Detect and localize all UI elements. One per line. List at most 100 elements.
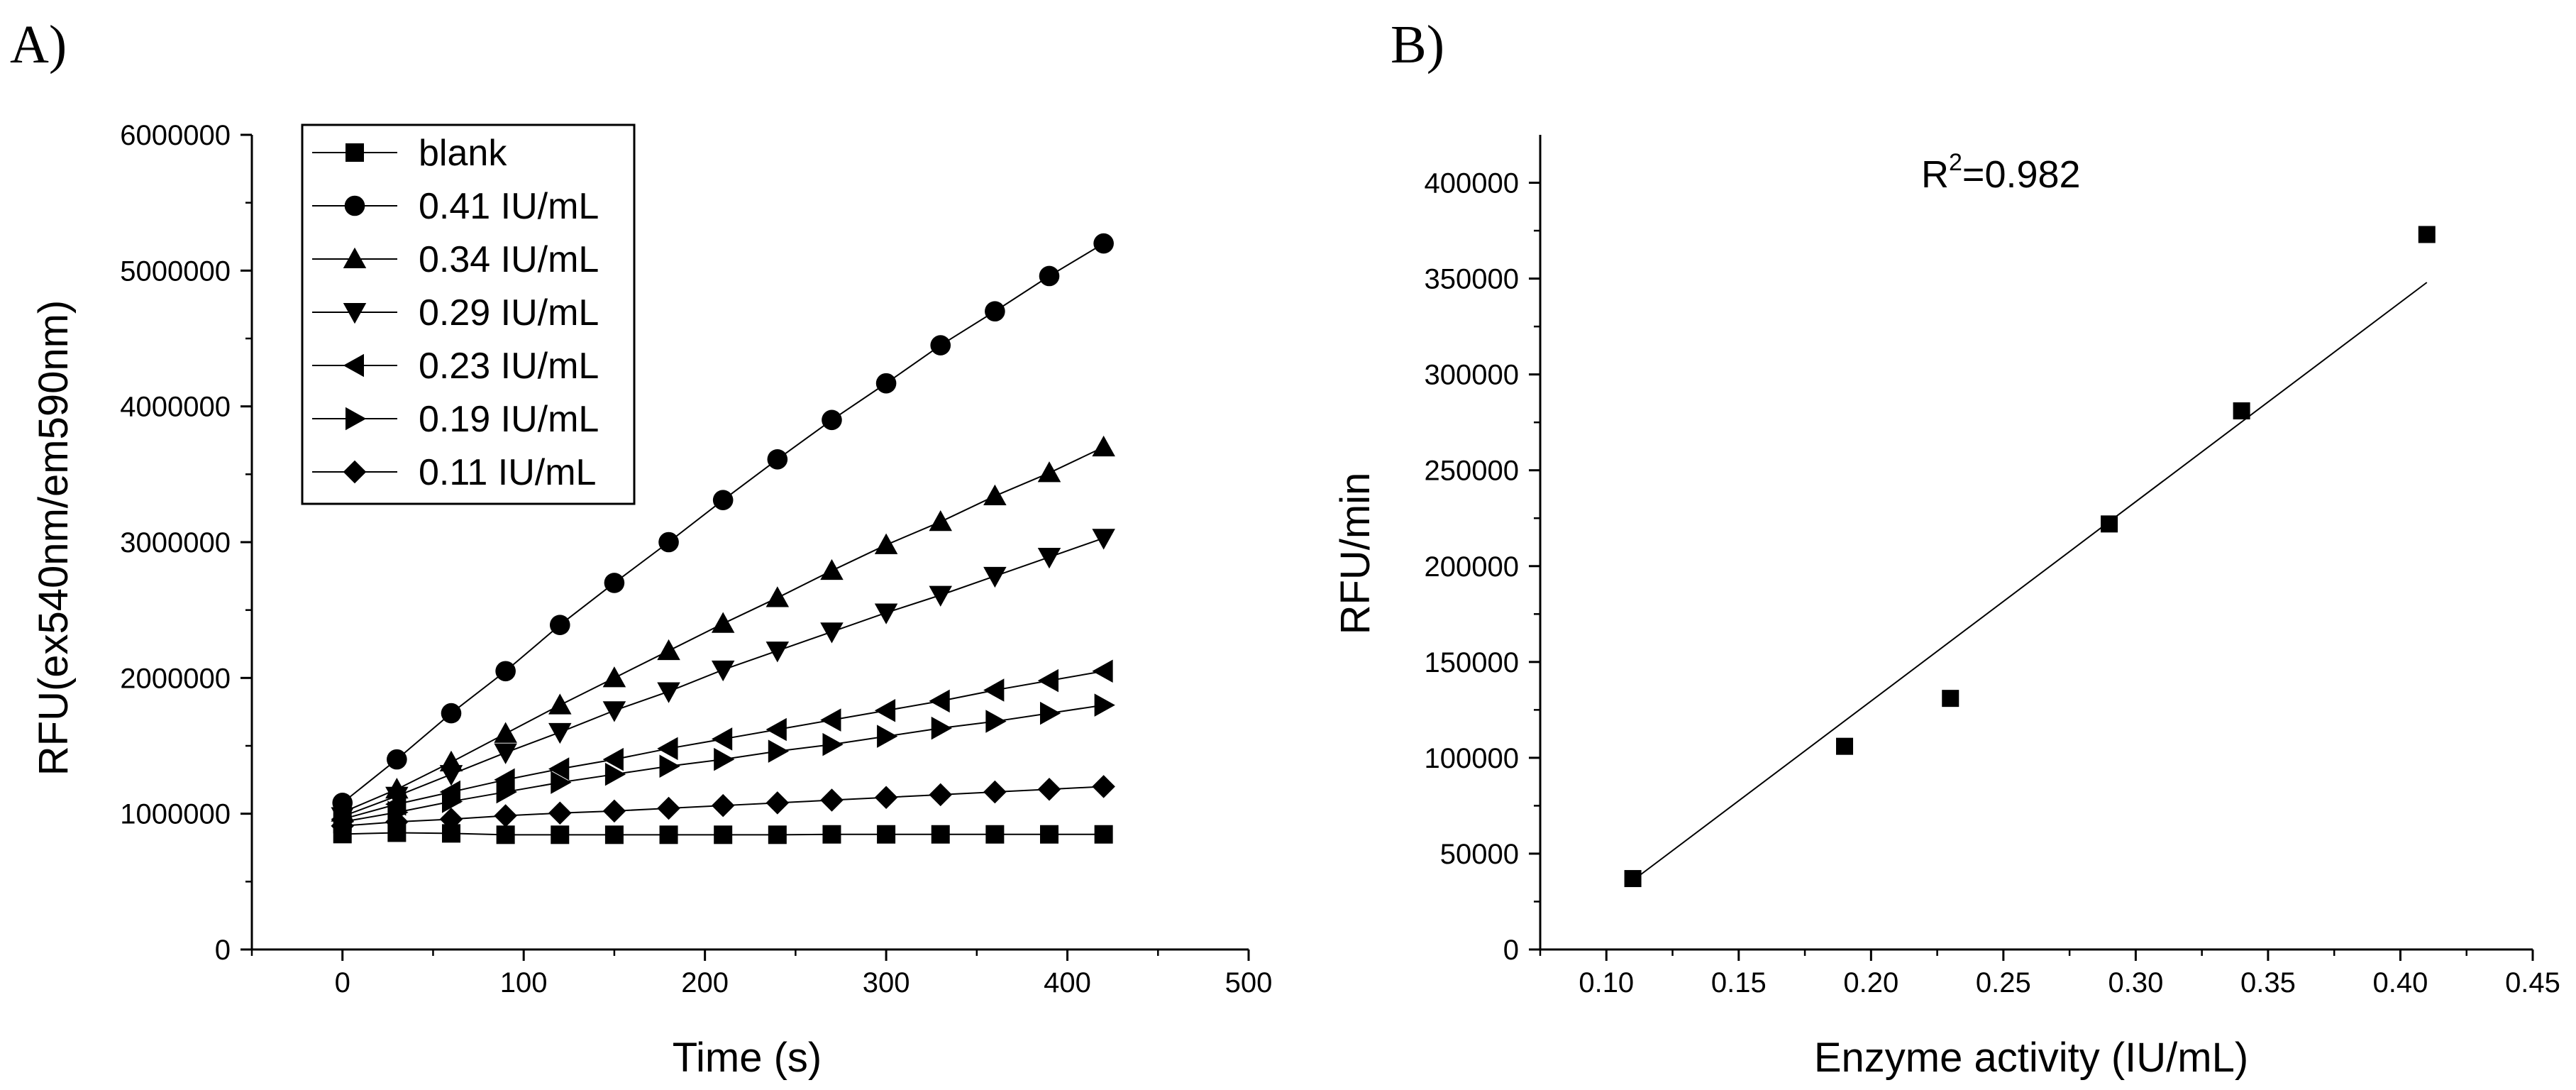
data-point xyxy=(822,825,841,844)
panel-a-y-tick-label: 4000000 xyxy=(120,392,231,423)
panel-b-x-tick-label: 0.40 xyxy=(2373,967,2428,998)
data-point xyxy=(495,661,516,682)
data-point xyxy=(439,765,463,786)
legend-label: 0.19 IU/mL xyxy=(419,399,599,440)
panel-a-x-tick-label: 100 xyxy=(500,967,548,998)
data-point xyxy=(602,701,626,722)
panel-b-x-tick-label: 0.10 xyxy=(1579,967,1634,998)
data-point xyxy=(822,732,844,756)
legend-marker xyxy=(346,143,364,162)
data-point xyxy=(551,825,570,844)
legend-marker xyxy=(344,195,365,216)
panel-b-ticks: 0.10 0.15 0.20 0.25 0.30 0.35 0.40 0.45 0 50000 10… xyxy=(1425,168,2560,998)
data-point xyxy=(551,771,572,794)
panel-b-x-tick-label: 0.15 xyxy=(1711,967,1767,998)
data-point xyxy=(820,708,841,732)
data-point xyxy=(929,783,952,807)
data-point xyxy=(385,786,409,808)
data-point xyxy=(929,510,952,532)
panel-b-y-label: RFU/min xyxy=(1332,473,1378,635)
data-point xyxy=(657,682,680,703)
data-point xyxy=(441,703,462,724)
data-point xyxy=(549,615,570,636)
data-point xyxy=(765,717,787,742)
data-point xyxy=(1092,659,1113,683)
data-point xyxy=(2101,515,2118,533)
panel-b-label: B) xyxy=(1391,15,1444,75)
data-point xyxy=(494,768,515,792)
data-point xyxy=(711,612,735,633)
data-point xyxy=(1092,435,1115,457)
panel-a-x-tick-label: 500 xyxy=(1225,967,1273,998)
data-point xyxy=(494,804,517,827)
data-point xyxy=(657,737,678,761)
panel-b-points xyxy=(1624,226,2436,888)
data-point xyxy=(604,573,625,593)
panel-b-y-tick-label: 350000 xyxy=(1425,264,1519,295)
data-point xyxy=(1040,825,1058,844)
data-point xyxy=(930,335,951,356)
data-point xyxy=(658,532,679,553)
legend-label: 0.34 IU/mL xyxy=(419,239,599,280)
panel-b-y-tick-label: 0 xyxy=(1503,935,1519,966)
data-point xyxy=(877,725,898,748)
data-point xyxy=(496,825,515,844)
panel-b-x-tick-label: 0.20 xyxy=(1843,967,1898,998)
panel-a-series xyxy=(331,233,1115,844)
data-point xyxy=(602,666,626,688)
data-point xyxy=(711,727,733,751)
data-point xyxy=(602,747,624,771)
data-point xyxy=(983,678,1005,702)
data-point xyxy=(1836,737,1854,755)
data-point xyxy=(1037,668,1058,693)
data-point xyxy=(714,747,735,771)
data-point xyxy=(659,754,680,778)
panel-b-y-tick-label: 250000 xyxy=(1425,456,1519,487)
data-point xyxy=(385,810,409,834)
legend-marker xyxy=(343,460,367,484)
data-point xyxy=(768,739,790,763)
legend-label: 0.11 IU/mL xyxy=(419,452,596,493)
legend-marker xyxy=(343,303,367,324)
data-point xyxy=(1092,775,1115,798)
data-point xyxy=(712,490,734,510)
data-point xyxy=(877,825,896,844)
data-point xyxy=(602,799,626,823)
panel-b: B) 0.10 0.15 0.20 0.25 0.30 0.35 0.40 0.45 0 5000… xyxy=(1332,15,2560,1081)
data-point xyxy=(439,808,463,831)
panel-a-y-tick-label: 6000000 xyxy=(120,120,231,151)
data-point xyxy=(931,825,950,844)
data-point xyxy=(659,825,678,844)
data-point xyxy=(985,710,1007,733)
data-point xyxy=(1094,693,1115,717)
data-point xyxy=(875,373,897,394)
data-point xyxy=(874,603,898,624)
legend-label: 0.23 IU/mL xyxy=(419,346,599,387)
panel-b-x-tick-label: 0.25 xyxy=(1976,967,2031,998)
data-point xyxy=(657,796,680,820)
panel-a-y-tick-label: 0 xyxy=(215,935,231,966)
r-squared-value: =0.982 xyxy=(1962,153,2081,196)
data-point xyxy=(983,566,1007,588)
data-point xyxy=(822,409,842,431)
panel-a-label: A) xyxy=(10,15,67,75)
data-point xyxy=(874,533,898,554)
data-point xyxy=(929,585,952,607)
fit-line xyxy=(1632,282,2428,881)
panel-b-y-tick-label: 100000 xyxy=(1425,743,1519,774)
legend-marker xyxy=(343,353,364,378)
legend-label: blank xyxy=(419,133,507,174)
panel-a-x-tick-label: 0 xyxy=(335,967,350,998)
data-point xyxy=(442,790,463,813)
data-point xyxy=(331,814,354,838)
panel-a-y-tick-label: 3000000 xyxy=(120,527,231,558)
panel-a-y-tick-label: 2000000 xyxy=(120,663,231,694)
data-point xyxy=(1039,265,1060,287)
data-point xyxy=(494,722,517,743)
panel-a-legend: blank 0.41 IU/mL 0.34 IU/mL 0.29 IU/mL 0.23 … xyxy=(301,123,636,505)
data-point xyxy=(931,716,952,740)
panel-b-y-tick-label: 200000 xyxy=(1425,551,1519,583)
panel-b-y-tick-label: 300000 xyxy=(1425,360,1519,391)
data-point xyxy=(874,699,896,722)
